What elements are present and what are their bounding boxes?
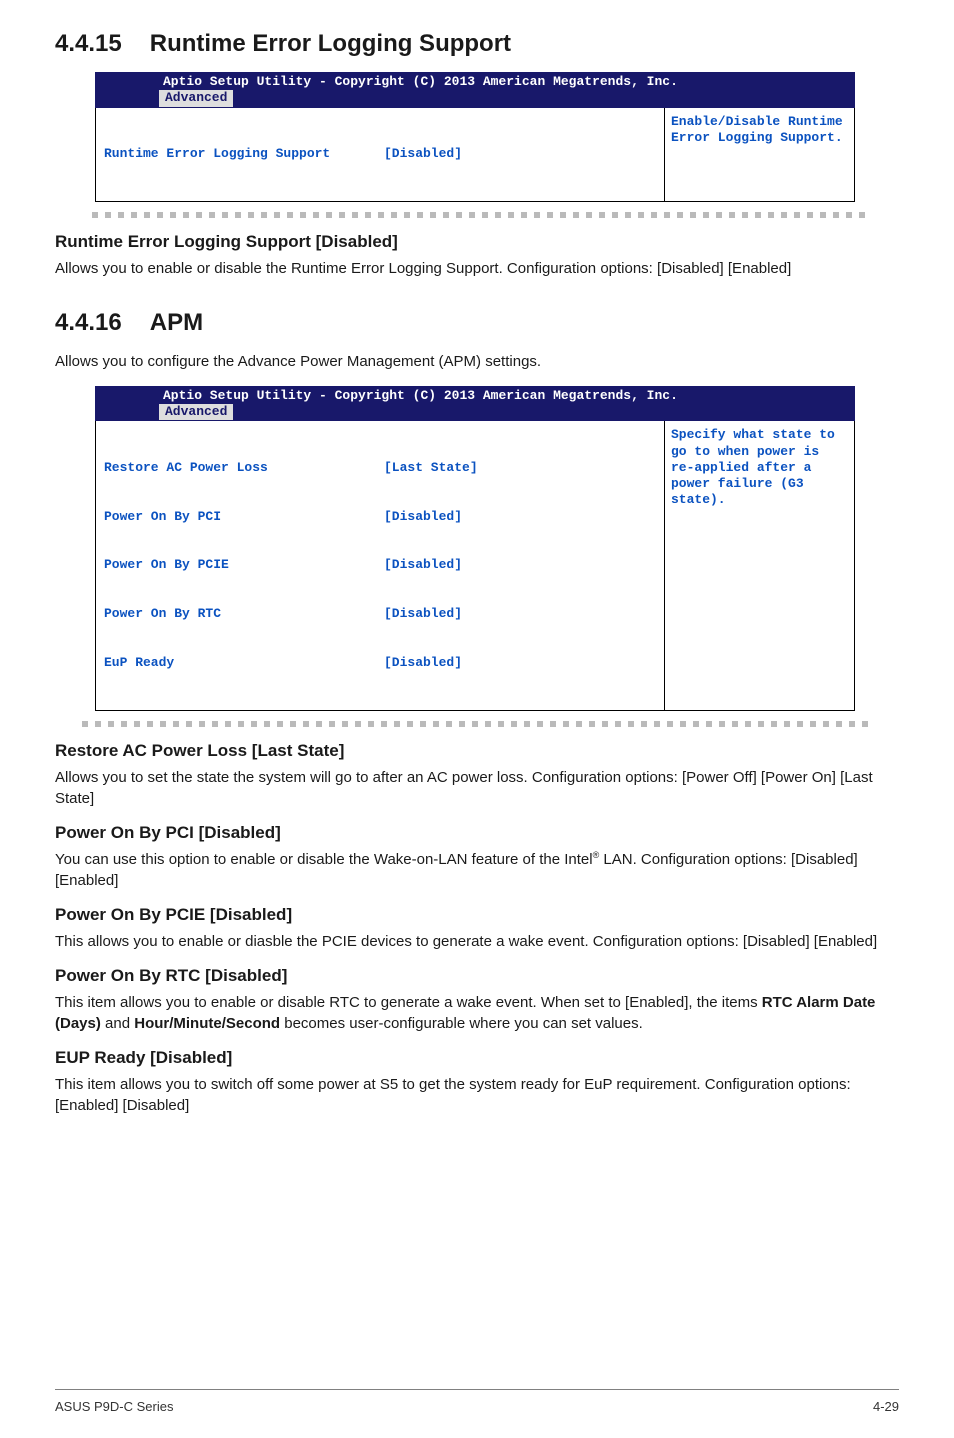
- bios-row: Runtime Error Logging Support[Disabled]: [104, 146, 656, 162]
- bios-tabs-1: Advanced: [95, 90, 855, 107]
- bold-text: Hour/Minute/Second: [134, 1015, 280, 1032]
- bios-row: Restore AC Power Loss[Last State]: [104, 460, 656, 476]
- footer-left: ASUS P9D-C Series: [55, 1399, 173, 1414]
- bios-tab-advanced-2: Advanced: [159, 404, 233, 420]
- section-name-1: Runtime Error Logging Support: [150, 30, 511, 57]
- text-part: You can use this option to enable or dis…: [55, 851, 593, 868]
- body-text: This item allows you to switch off some …: [55, 1074, 899, 1116]
- sub-heading: Restore AC Power Loss [Last State]: [55, 741, 899, 761]
- bios-val: [Disabled]: [384, 509, 462, 525]
- bios-body-1: Runtime Error Logging Support[Disabled] …: [95, 108, 855, 202]
- bios-key: EuP Ready: [104, 655, 384, 671]
- text-part: This item allows you to enable or disabl…: [55, 994, 762, 1011]
- section-title-1: 4.4.15 Runtime Error Logging Support: [55, 30, 899, 58]
- bios-row: Power On By RTC[Disabled]: [104, 606, 656, 622]
- bios-left-1: Runtime Error Logging Support[Disabled]: [96, 108, 664, 201]
- bios-row: Power On By PCIE[Disabled]: [104, 557, 656, 573]
- bios-box-1: Aptio Setup Utility - Copyright (C) 2013…: [95, 72, 855, 202]
- bios-key: Power On By PCI: [104, 509, 384, 525]
- bios-header-2: Aptio Setup Utility - Copyright (C) 2013…: [95, 388, 855, 404]
- bios-val: [Disabled]: [384, 557, 462, 573]
- bios-key: Power On By RTC: [104, 606, 384, 622]
- footer-rule: [55, 1389, 899, 1390]
- bios-val: [Last State]: [384, 460, 478, 476]
- body-text: This allows you to enable or diasble the…: [55, 931, 899, 952]
- bios-row: Power On By PCI[Disabled]: [104, 509, 656, 525]
- dashed-sep-2: [75, 721, 875, 727]
- intro-text: Allows you to configure the Advance Powe…: [55, 351, 899, 372]
- bios-body-2: Restore AC Power Loss[Last State] Power …: [95, 421, 855, 710]
- bios-titlebar-1: Aptio Setup Utility - Copyright (C) 2013…: [95, 72, 855, 108]
- bios-help-2: Specify what state to go to when power i…: [664, 421, 854, 709]
- bios-val: [Disabled]: [384, 146, 462, 162]
- sub-heading: Power On By PCI [Disabled]: [55, 823, 899, 843]
- sub-heading: Runtime Error Logging Support [Disabled]: [55, 232, 899, 252]
- dashed-sep-1: [85, 212, 865, 218]
- bios-tabs-2: Advanced: [95, 404, 855, 421]
- bios-box-2: Aptio Setup Utility - Copyright (C) 2013…: [95, 386, 855, 711]
- bios-left-2: Restore AC Power Loss[Last State] Power …: [96, 421, 664, 709]
- sub-heading: EUP Ready [Disabled]: [55, 1048, 899, 1068]
- footer-right: 4-29: [873, 1399, 899, 1414]
- bios-key: Restore AC Power Loss: [104, 460, 384, 476]
- section-number-1: 4.4.15: [55, 30, 122, 58]
- bios-key: Power On By PCIE: [104, 557, 384, 573]
- bios-titlebar-2: Aptio Setup Utility - Copyright (C) 2013…: [95, 386, 855, 422]
- bios-row: EuP Ready[Disabled]: [104, 655, 656, 671]
- body-text: Allows you to enable or disable the Runt…: [55, 258, 899, 279]
- body-text: You can use this option to enable or dis…: [55, 849, 899, 891]
- body-text: Allows you to set the state the system w…: [55, 767, 899, 809]
- bios-help-1: Enable/Disable Runtime Error Logging Sup…: [664, 108, 854, 201]
- bios-val: [Disabled]: [384, 606, 462, 622]
- page-footer: ASUS P9D-C Series 4-29: [55, 1399, 899, 1414]
- text-part: and: [101, 1015, 134, 1032]
- bios-tab-advanced-1: Advanced: [159, 90, 233, 106]
- bios-val: [Disabled]: [384, 655, 462, 671]
- text-part: becomes user-configurable where you can …: [280, 1015, 643, 1032]
- bios-header-1: Aptio Setup Utility - Copyright (C) 2013…: [95, 74, 855, 90]
- sub-heading: Power On By PCIE [Disabled]: [55, 905, 899, 925]
- body-text: This item allows you to enable or disabl…: [55, 992, 899, 1034]
- section-title-2: 4.4.16 APM: [55, 309, 899, 337]
- sub-heading: Power On By RTC [Disabled]: [55, 966, 899, 986]
- section-name-2: APM: [150, 309, 203, 336]
- bios-key: Runtime Error Logging Support: [104, 146, 384, 162]
- section-number-2: 4.4.16: [55, 309, 122, 337]
